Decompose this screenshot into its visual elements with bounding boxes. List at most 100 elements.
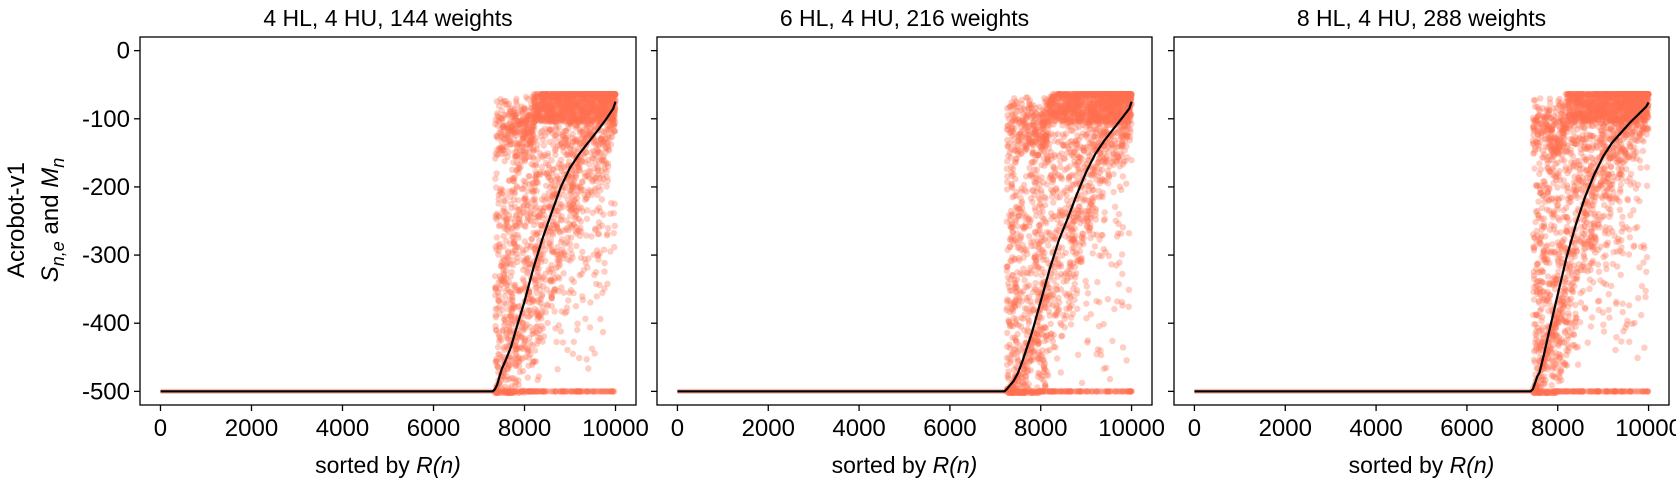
scatter-point — [520, 387, 528, 394]
scatter-point — [561, 99, 569, 106]
scatter-point — [554, 113, 562, 120]
scatter-point — [601, 91, 608, 98]
scatter-point — [1051, 118, 1058, 125]
scatter-point — [569, 91, 576, 98]
scatter-point — [1076, 111, 1083, 119]
scatter-point — [1109, 110, 1116, 118]
scatter-point — [1120, 91, 1127, 98]
scatter-point — [589, 209, 596, 216]
scatter-point — [1100, 99, 1108, 107]
scatter-point — [1016, 389, 1023, 396]
scatter-point — [525, 119, 532, 126]
scatter-point — [546, 113, 554, 121]
scatter-point — [575, 120, 582, 127]
scatter-point — [1051, 131, 1059, 139]
scatter-point — [555, 112, 563, 120]
scatter-point — [1052, 186, 1060, 193]
scatter-point — [1107, 117, 1114, 124]
scatter-point — [1045, 131, 1052, 138]
scatter-point — [538, 91, 546, 98]
scatter-point — [1125, 91, 1132, 98]
scatter-point — [1115, 280, 1123, 288]
scatter-point — [1079, 98, 1087, 106]
scatter-point — [575, 205, 583, 212]
scatter-point — [578, 117, 586, 124]
scatter-point — [538, 225, 545, 232]
scatter-point — [1117, 142, 1125, 150]
scatter-point — [496, 285, 504, 292]
scatter-point — [1123, 180, 1130, 187]
scatter-point — [577, 388, 584, 395]
scatter-point — [519, 185, 527, 192]
scatter-point — [573, 136, 580, 143]
scatter-point — [1032, 257, 1039, 264]
scatter-point — [577, 91, 584, 98]
scatter-point — [531, 118, 539, 125]
scatter-point — [1049, 111, 1056, 119]
scatter-point — [1048, 330, 1055, 337]
scatter-point — [1076, 242, 1083, 249]
scatter-point — [599, 91, 606, 98]
scatter-point — [1126, 91, 1133, 98]
scatter-point — [1041, 194, 1048, 201]
scatter-point — [1111, 137, 1118, 145]
scatter-point — [510, 388, 517, 395]
scatter-point — [497, 281, 505, 289]
scatter-point — [1115, 91, 1122, 98]
scatter-point — [1086, 100, 1093, 107]
scatter-point — [541, 114, 549, 122]
scatter-point — [522, 223, 529, 230]
scatter-point — [526, 111, 534, 118]
scatter-point — [580, 91, 588, 98]
scatter-point — [604, 91, 612, 98]
scatter-point — [516, 147, 523, 154]
scatter-point — [1053, 185, 1060, 192]
scatter-point — [1041, 323, 1049, 331]
scatter-point — [1089, 104, 1096, 112]
scatter-point — [570, 278, 577, 285]
scatter-point — [585, 128, 592, 135]
scatter-point — [611, 127, 619, 135]
scatter-point — [515, 197, 522, 204]
scatter-point — [529, 93, 536, 101]
scatter-point — [1088, 109, 1095, 117]
scatter-point — [586, 100, 593, 107]
scatter-point — [1075, 102, 1082, 109]
scatter-point — [595, 113, 602, 121]
scatter-point — [552, 118, 559, 125]
scatter-point — [502, 319, 509, 326]
scatter-point — [586, 186, 593, 194]
scatter-point — [1118, 91, 1125, 98]
scatter-point — [592, 91, 600, 98]
scatter-point — [578, 91, 586, 98]
scatter-point — [580, 91, 588, 98]
scatter-point — [569, 101, 576, 108]
scatter-point — [531, 200, 539, 207]
scatter-point — [547, 176, 554, 183]
scatter-point — [1067, 321, 1075, 328]
scatter-point — [1043, 256, 1050, 263]
scatter-point — [528, 179, 536, 187]
scatter-point — [1123, 91, 1130, 98]
scatter-point — [1049, 338, 1057, 345]
scatter-point — [1047, 320, 1055, 327]
scatter-point — [589, 388, 596, 395]
scatter-point — [1030, 349, 1037, 357]
scatter-point — [569, 254, 576, 261]
scatter-point — [572, 91, 579, 99]
scatter-point — [1071, 236, 1078, 243]
scatter-point — [525, 362, 532, 369]
scatter-point — [1058, 103, 1065, 111]
scatter-point — [584, 91, 591, 98]
scatter-point — [533, 388, 540, 395]
scatter-point — [609, 91, 617, 98]
scatter-point — [576, 116, 583, 123]
scatter-point — [506, 319, 513, 326]
scatter-point — [517, 212, 524, 219]
scatter-point — [568, 251, 575, 258]
scatter-point — [572, 108, 579, 116]
scatter-point — [531, 206, 538, 213]
scatter-point — [590, 123, 598, 130]
scatter-point — [598, 109, 605, 116]
scatter-point — [565, 99, 572, 107]
